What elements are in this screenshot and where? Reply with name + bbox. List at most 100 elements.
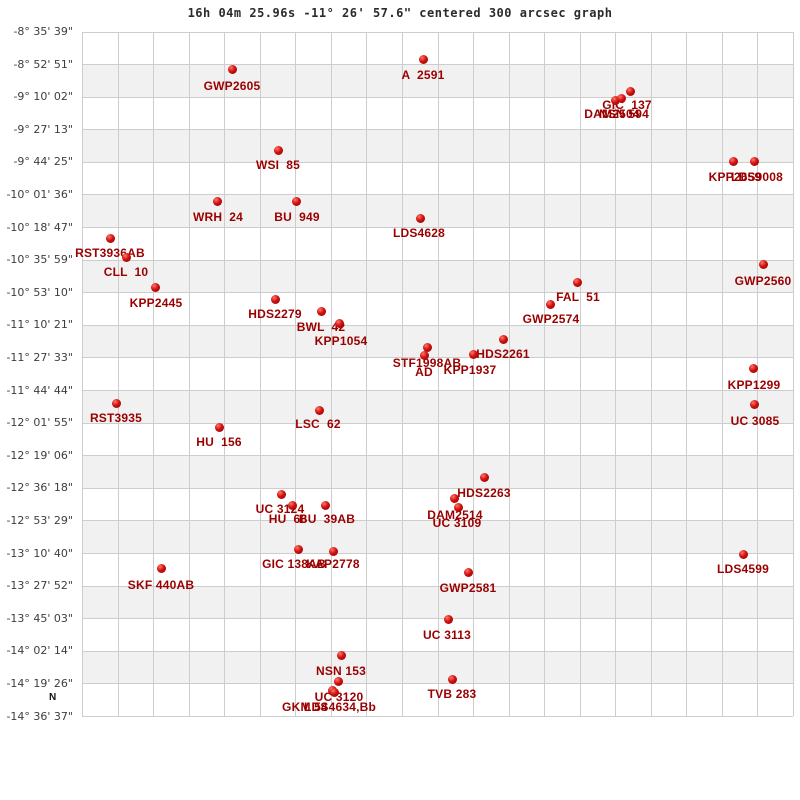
star-dot <box>336 650 346 660</box>
gridline-vertical <box>437 31 439 716</box>
star-dot <box>273 145 283 155</box>
y-axis-tick-label: -9° 10' 02" <box>13 90 73 104</box>
star-label: UC 3109 <box>432 516 482 530</box>
star-dot <box>616 93 626 103</box>
gridline-vertical <box>153 31 155 716</box>
star-label: CLL 10 <box>103 265 149 279</box>
star-dot <box>314 405 324 415</box>
star-label: HU 156 <box>196 435 242 449</box>
y-axis-tick-label: -14° 19' 26" <box>6 676 73 690</box>
star-dot <box>316 306 326 316</box>
compass-north-label: N <box>49 692 57 703</box>
star-dot <box>422 342 432 352</box>
star-dot <box>276 489 286 499</box>
star-dot <box>749 399 759 409</box>
star-dot <box>156 563 166 573</box>
y-axis-tick-label: -12° 36' 18" <box>6 481 73 495</box>
star-dot <box>463 567 473 577</box>
star-dot <box>610 95 620 105</box>
gridline-vertical <box>579 31 581 716</box>
star-label: RST3935 <box>89 411 143 425</box>
gridline-vertical <box>615 31 617 716</box>
gridline-vertical <box>721 31 723 716</box>
y-axis-tick-label: -9° 44' 25" <box>13 155 73 169</box>
star-dot <box>748 363 758 373</box>
gridline-vertical <box>188 31 190 716</box>
star-label: UC 3120 <box>314 690 364 704</box>
star-label: UC 3113 <box>422 628 472 642</box>
y-axis-tick-label: -10° 01' 36" <box>6 187 73 201</box>
star-dot <box>333 676 343 686</box>
gridline-vertical <box>508 31 510 716</box>
star-label: GWP2560 <box>734 274 792 288</box>
star-dot <box>453 502 463 512</box>
star-label: DAM2514 <box>427 508 483 522</box>
star-dot <box>758 259 768 269</box>
gridline-vertical <box>366 31 368 716</box>
star-dot <box>498 334 508 344</box>
star-label: KPP2659 <box>708 170 762 184</box>
star-label: STF1998AB <box>392 356 462 370</box>
y-axis-tick-label: -11° 27' 33" <box>6 350 73 364</box>
star-label: AD <box>415 365 433 379</box>
star-label: UC 3085 <box>730 414 780 428</box>
star-dot <box>468 349 478 359</box>
star-dot <box>291 196 301 206</box>
star-label: HU 66 <box>268 512 308 526</box>
star-dot <box>418 54 428 64</box>
gridline-vertical <box>686 31 688 716</box>
y-axis-tick-label: -8° 52' 51" <box>13 57 73 71</box>
y-axis-tick-label: -9° 27' 13" <box>13 122 73 136</box>
star-dot <box>214 422 224 432</box>
y-axis-tick-label: -12° 01' 55" <box>6 416 73 430</box>
star-dot <box>447 674 457 684</box>
star-dot <box>749 156 759 166</box>
star-label: WSI 85 <box>255 158 301 172</box>
star-label: LDS4634,Bb <box>303 700 377 714</box>
gridline-vertical <box>117 31 119 716</box>
gridline-vertical <box>473 31 475 716</box>
star-dot <box>227 64 237 74</box>
star-label: NSN 594 <box>598 107 650 121</box>
star-dot <box>443 614 453 624</box>
gridline-vertical <box>650 31 652 716</box>
star-label: LDS9008 <box>730 170 784 184</box>
star-dot <box>479 472 489 482</box>
star-dot <box>728 156 738 166</box>
star-dot <box>572 277 582 287</box>
y-axis-tick-label: -8° 35' 39" <box>13 25 73 38</box>
gridline-vertical <box>330 31 332 716</box>
y-axis-tick-label: -10° 18' 47" <box>6 220 73 234</box>
y-axis-tick-label: -10° 53' 10" <box>6 285 73 299</box>
star-label: KPP1937 <box>443 363 497 377</box>
star-label: KPP2445 <box>129 296 183 310</box>
gridline-vertical <box>259 31 261 716</box>
gridline-vertical <box>401 31 403 716</box>
star-dot <box>625 86 635 96</box>
star-label: GWP2574 <box>522 312 580 326</box>
star-dot <box>738 549 748 559</box>
star-label: HDS2261 <box>476 347 530 361</box>
star-dot <box>105 233 115 243</box>
star-label: HDS2263 <box>457 486 511 500</box>
star-label: DAM2504 <box>584 107 640 121</box>
y-axis-tick-label: -12° 19' 06" <box>6 448 73 462</box>
star-label: RST3936AB <box>75 246 145 260</box>
star-dot <box>121 252 131 262</box>
star-dot <box>449 493 459 503</box>
y-axis-tick-label: -13° 45' 03" <box>6 611 73 625</box>
star-dot <box>545 299 555 309</box>
y-axis-tick-label: -11° 10' 21" <box>6 318 73 332</box>
gridline-vertical <box>757 31 759 716</box>
y-axis-tick-label: -13° 27' 52" <box>6 579 73 593</box>
star-label: BU 949 <box>274 210 320 224</box>
gridline-vertical <box>793 31 794 716</box>
star-dot <box>293 544 303 554</box>
star-label: LDS4599 <box>716 562 770 576</box>
star-label: GIC 138AB <box>262 557 326 571</box>
gridline-vertical <box>544 31 546 716</box>
star-dot <box>419 350 429 360</box>
star-label: LSC 62 <box>295 417 341 431</box>
y-axis-tick-label: -12° 53' 29" <box>6 513 73 527</box>
